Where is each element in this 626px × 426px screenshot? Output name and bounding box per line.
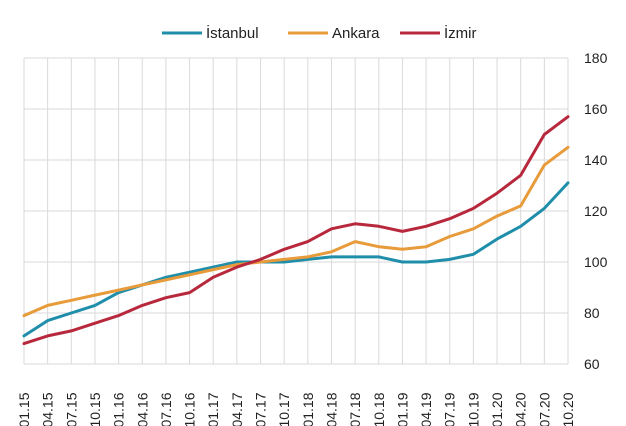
x-tick-label: 10.19 [465,392,481,426]
legend-label: İzmir [444,24,477,42]
y-tick-label: 120 [584,203,608,219]
x-tick-label: 01.17 [205,392,221,426]
x-tick-label: 10.18 [371,392,387,426]
x-tick-label: 04.17 [229,392,245,426]
series-lines [22,115,570,346]
x-tick-label: 10.16 [182,392,198,426]
y-tick-label: 180 [584,50,608,66]
x-tick-label: 07.16 [158,392,174,426]
legend: İstanbul Ankara İzmir [162,24,477,42]
x-tick-label: 07.18 [347,392,363,426]
x-tick-label: 01.20 [489,392,505,426]
y-tick-label: 140 [584,152,608,168]
gridlines [23,57,569,365]
x-tick-label: 04.15 [40,392,56,426]
x-tick-label: 04.20 [513,392,529,426]
x-axis-ticks: 01.15 04.15 07.15 10.15 01.16 04.16 07.16 10.16… [16,392,576,426]
legend-label: İstanbul [206,24,259,42]
series-line-0 [22,181,570,338]
x-tick-label: 01.15 [16,392,32,426]
x-tick-label: 10.17 [276,392,292,426]
x-tick-label: 07.19 [442,392,458,426]
x-tick-label: 10.15 [87,392,103,426]
x-tick-label: 04.16 [134,392,150,426]
x-tick-label: 07.17 [253,392,269,426]
y-axis-ticks: 60 80 100 120 140 160 180 [584,50,608,372]
x-tick-label: 10.20 [560,392,576,426]
x-tick-label: 07.15 [63,392,79,426]
x-tick-label: 04.19 [418,392,434,426]
y-tick-label: 100 [584,254,608,270]
x-tick-label: 07.20 [536,392,552,426]
legend-label: Ankara [332,25,380,42]
x-tick-label: 04.18 [323,392,339,426]
series-line-2 [22,115,570,346]
x-tick-label: 01.16 [111,392,127,426]
y-tick-label: 60 [584,356,600,372]
y-tick-label: 80 [584,305,600,321]
y-tick-label: 160 [584,101,608,117]
series-line-1 [22,145,570,318]
x-tick-label: 01.18 [300,392,316,426]
x-tick-label: 01.19 [394,392,410,426]
